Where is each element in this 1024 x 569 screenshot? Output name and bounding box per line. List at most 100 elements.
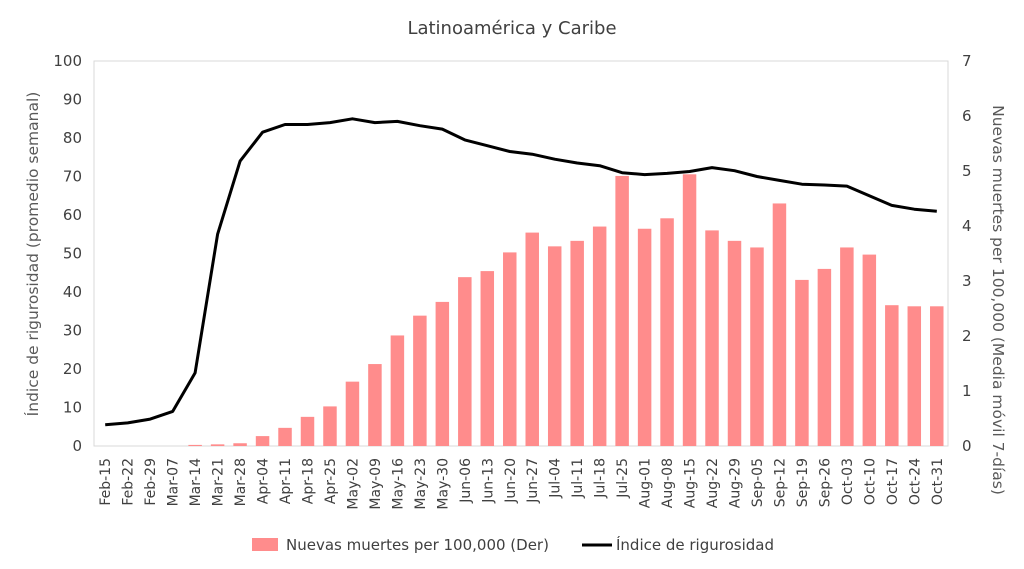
x-tick-label: Aug-29 xyxy=(728,458,744,508)
bar-Jun-13 xyxy=(480,271,495,446)
x-tick-label: Mar-28 xyxy=(233,458,249,506)
bar-Aug-29 xyxy=(727,240,742,446)
line-series xyxy=(105,117,937,427)
bar-Apr-25 xyxy=(323,406,337,446)
bar-Mar-14 xyxy=(188,444,202,446)
left-tick-label: 40 xyxy=(63,283,82,301)
left-tick-label: 10 xyxy=(63,399,82,417)
legend: Nuevas muertes per 100,000 (Der) Índice … xyxy=(252,535,774,554)
bar-Jul-18 xyxy=(592,226,607,446)
x-tick-label: Jun-13 xyxy=(480,458,496,504)
x-tick-label: Mar-14 xyxy=(188,458,204,506)
bar-Aug-15 xyxy=(682,174,697,447)
bars-group xyxy=(188,174,944,447)
left-tick-label: 70 xyxy=(63,168,82,186)
x-tick-label: May-02 xyxy=(345,458,361,510)
x-tick-label: Oct-10 xyxy=(862,458,878,505)
chart-title: Latinoamérica y Caribe xyxy=(407,18,616,39)
right-axis-label: Nuevas muertes per 100,000 (Media móvil … xyxy=(989,105,1007,495)
bar-May-16 xyxy=(390,335,405,446)
x-tick-label: Jul-04 xyxy=(548,458,564,499)
x-tick-label: Apr-11 xyxy=(278,458,294,504)
left-tick-label: 20 xyxy=(63,360,82,378)
x-tick-label: May-16 xyxy=(390,458,406,510)
left-tick-label: 60 xyxy=(63,206,82,224)
x-axis-ticks: Feb-15 Feb-22 Feb-29 Mar-07 Mar-14 Mar-21 Mar-… xyxy=(98,458,946,510)
bar-Oct-31 xyxy=(930,306,944,446)
bar-Mar-21 xyxy=(210,444,225,446)
bar-May-30 xyxy=(435,301,450,446)
legend-label-bars: Nuevas muertes per 100,000 (Der) xyxy=(286,536,549,554)
left-axis-ticks: 0 10 20 30 40 50 60 70 80 90 100 xyxy=(53,52,82,455)
bar-Jun-06 xyxy=(458,277,472,446)
bar-Sep-26 xyxy=(817,268,832,446)
x-tick-label: Jun-27 xyxy=(525,458,541,504)
bar-Sep-19 xyxy=(795,279,809,446)
bar-Oct-24 xyxy=(907,306,922,446)
x-tick-label: Aug-22 xyxy=(705,458,721,508)
x-tick-label: Sep-12 xyxy=(772,458,788,507)
x-tick-label: Feb-29 xyxy=(143,458,159,506)
left-tick-label: 80 xyxy=(63,129,82,147)
x-tick-label: Oct-17 xyxy=(885,458,901,505)
right-tick-label: 3 xyxy=(962,272,972,290)
line-group xyxy=(105,117,937,427)
bar-Oct-10 xyxy=(862,254,877,446)
bar-Jul-25 xyxy=(615,175,629,446)
bar-May-23 xyxy=(413,315,427,446)
x-tick-label: Sep-19 xyxy=(795,458,811,507)
x-tick-label: Apr-04 xyxy=(256,458,272,504)
x-tick-label: May-30 xyxy=(435,458,451,510)
x-tick-label: May-23 xyxy=(413,458,429,510)
bar-Oct-17 xyxy=(885,305,899,446)
x-tick-label: Oct-03 xyxy=(840,458,856,505)
bar-Mar-28 xyxy=(233,443,247,446)
bar-Sep-05 xyxy=(750,247,764,446)
bar-Apr-18 xyxy=(300,416,315,446)
right-tick-label: 1 xyxy=(962,382,972,400)
x-tick-label: Sep-05 xyxy=(750,458,766,507)
x-tick-label: Aug-15 xyxy=(683,458,699,508)
left-tick-label: 30 xyxy=(63,322,82,340)
plot-area xyxy=(93,60,949,447)
x-tick-label: Mar-07 xyxy=(166,458,182,506)
bar-Aug-22 xyxy=(705,230,719,446)
left-axis-label: Índice de rigurosidad (promedio semanal) xyxy=(23,92,42,417)
x-tick-label: Apr-18 xyxy=(301,458,317,504)
bar-May-02 xyxy=(345,381,360,446)
left-tick-label: 50 xyxy=(63,245,82,263)
bar-Sep-12 xyxy=(772,203,787,446)
bar-Jun-20 xyxy=(503,252,517,446)
left-tick-label: 90 xyxy=(63,91,82,109)
right-tick-label: 5 xyxy=(962,162,972,180)
x-tick-label: Jun-20 xyxy=(503,458,519,504)
bar-Jul-11 xyxy=(570,240,584,446)
x-tick-label: May-09 xyxy=(368,458,384,510)
x-tick-label: Feb-22 xyxy=(121,458,137,506)
left-tick-label: 100 xyxy=(53,52,82,70)
left-tick-label: 0 xyxy=(72,437,82,455)
legend-label-line: Índice de rigurosidad xyxy=(616,535,774,554)
x-tick-label: Aug-01 xyxy=(638,458,654,508)
bar-May-09 xyxy=(368,364,382,446)
x-tick-label: Jul-11 xyxy=(570,458,586,499)
x-tick-label: Oct-31 xyxy=(930,458,946,505)
right-tick-label: 0 xyxy=(962,437,972,455)
bar-Apr-04 xyxy=(255,436,270,446)
right-tick-label: 7 xyxy=(962,52,972,70)
bar-Jul-04 xyxy=(547,246,562,446)
x-tick-label: Aug-08 xyxy=(660,458,676,508)
x-tick-label: Feb-15 xyxy=(98,458,114,506)
right-tick-label: 4 xyxy=(962,217,972,235)
x-tick-label: Jul-25 xyxy=(615,458,631,499)
x-tick-label: Jul-18 xyxy=(593,458,609,499)
right-tick-label: 2 xyxy=(962,327,972,345)
x-tick-label: Apr-25 xyxy=(323,458,339,504)
x-tick-label: Jun-06 xyxy=(458,458,474,504)
bar-Jun-27 xyxy=(525,232,539,446)
x-tick-label: Mar-21 xyxy=(211,458,227,506)
bar-Aug-01 xyxy=(637,228,652,446)
right-axis-ticks: 0 1 2 3 4 5 6 7 xyxy=(962,52,972,455)
bar-Aug-08 xyxy=(660,218,674,446)
